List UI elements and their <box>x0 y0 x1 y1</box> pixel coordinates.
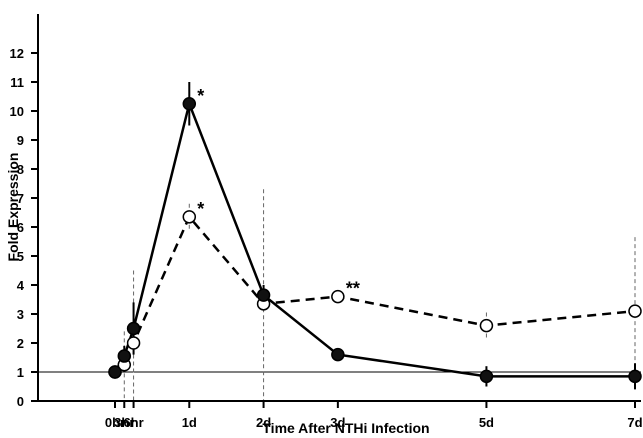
series-points <box>108 97 642 384</box>
y-tick-label: 6 <box>17 220 24 235</box>
series-lines <box>113 99 636 378</box>
data-point-open <box>628 304 642 318</box>
significance-marker: * <box>197 199 204 219</box>
data-point-open <box>479 318 494 333</box>
error-bars <box>123 82 636 401</box>
y-tick-label: 5 <box>17 249 24 264</box>
significance-marker: * <box>197 86 204 106</box>
y-tick-label: 9 <box>17 133 24 148</box>
y-axis-title: Fold Expression <box>5 153 21 262</box>
y-tick-label: 11 <box>10 75 24 90</box>
series-line-dashed <box>114 214 636 373</box>
y-tick-label: 0 <box>17 394 24 409</box>
data-point-filled <box>628 369 642 384</box>
data-point-filled <box>331 347 345 362</box>
y-tick-label: 12 <box>10 46 24 61</box>
data-point-filled <box>117 349 132 363</box>
x-tick-label: 2d <box>256 415 271 430</box>
data-point-filled <box>182 97 197 111</box>
x-tick-label: 3d <box>330 415 345 430</box>
annotations: **** <box>197 86 360 299</box>
x-tick-label: 6hr <box>123 415 143 430</box>
data-point-open <box>126 336 141 350</box>
data-point-open <box>182 210 197 224</box>
data-point-filled <box>108 365 122 379</box>
data-point-filled <box>126 321 141 336</box>
y-tick-label: 10 <box>10 104 24 119</box>
series-line-solid <box>113 99 635 378</box>
x-tick-label: 7d <box>627 415 642 430</box>
x-axis-title: Time After NTHi Infection <box>262 420 429 436</box>
data-point-open <box>331 289 345 304</box>
x-tick-label: 3hr <box>114 415 134 430</box>
y-tick-label: 3 <box>17 307 24 322</box>
y-tick-label: 7 <box>17 191 24 206</box>
x-tick-label: 0hr <box>105 415 125 430</box>
x-tick-label: 5d <box>479 415 494 430</box>
y-tick-label: 8 <box>17 162 24 177</box>
significance-marker: ** <box>346 279 360 299</box>
data-point-filled <box>479 369 494 384</box>
x-tick-label: 1d <box>182 415 197 430</box>
y-tick-label: 1 <box>17 365 24 380</box>
y-tick-label: 2 <box>17 336 24 351</box>
y-tick-label: 4 <box>17 278 25 293</box>
data-point-filled <box>256 288 271 302</box>
